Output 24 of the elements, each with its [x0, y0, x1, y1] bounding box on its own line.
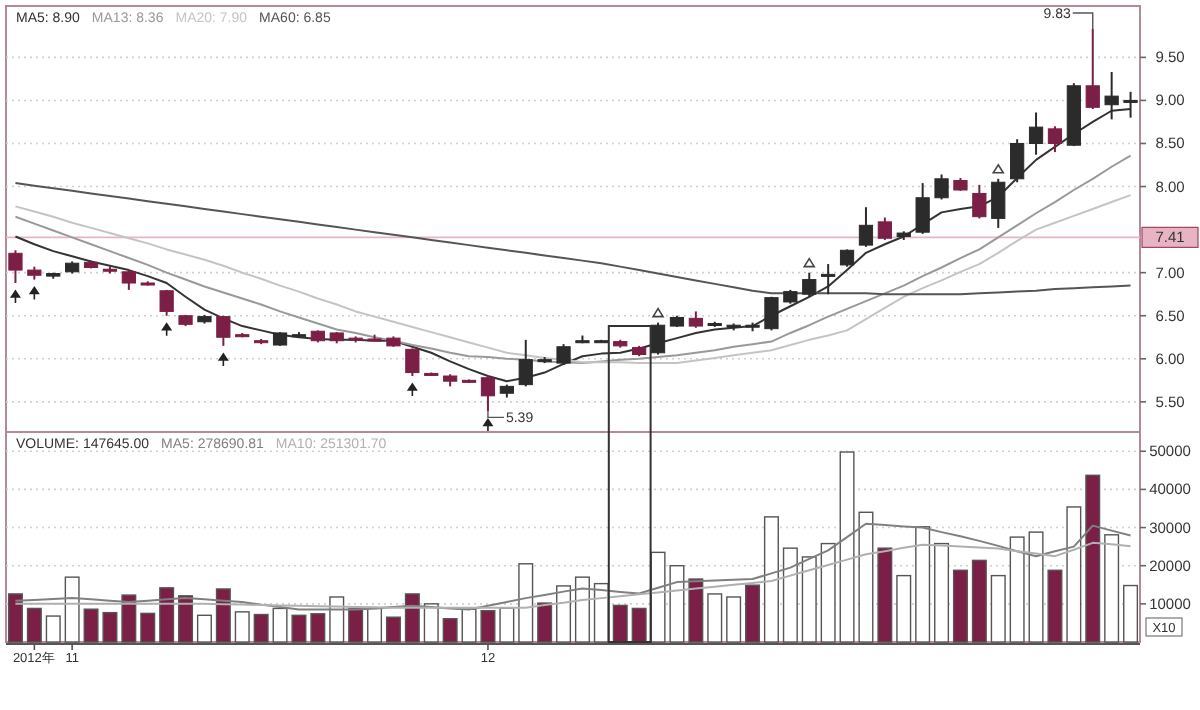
- line-series: [14, 522, 1132, 611]
- candlestick: [821, 263, 836, 296]
- candlestick: [764, 295, 779, 332]
- candlestick: [159, 288, 174, 317]
- candlestick: [216, 314, 231, 347]
- candlestick: [991, 177, 1006, 229]
- candlestick: [1010, 138, 1025, 184]
- candlestick: [1085, 27, 1100, 111]
- candlestick: [915, 182, 930, 235]
- candlestick: [972, 183, 987, 220]
- candlestick: [405, 347, 420, 378]
- candlestick: [802, 271, 817, 298]
- candlestick: [8, 249, 23, 285]
- line-series: [14, 541, 1132, 609]
- candlestick: [858, 206, 874, 248]
- line-series: [14, 194, 1132, 365]
- candlestick: [121, 269, 136, 291]
- candlestick: [877, 216, 892, 241]
- candlestick: [650, 321, 666, 356]
- candlestick: [1047, 125, 1063, 154]
- candlestick: [556, 343, 571, 366]
- candlestick: [480, 375, 496, 413]
- candlestick: [934, 173, 949, 201]
- line-series: [14, 182, 1132, 296]
